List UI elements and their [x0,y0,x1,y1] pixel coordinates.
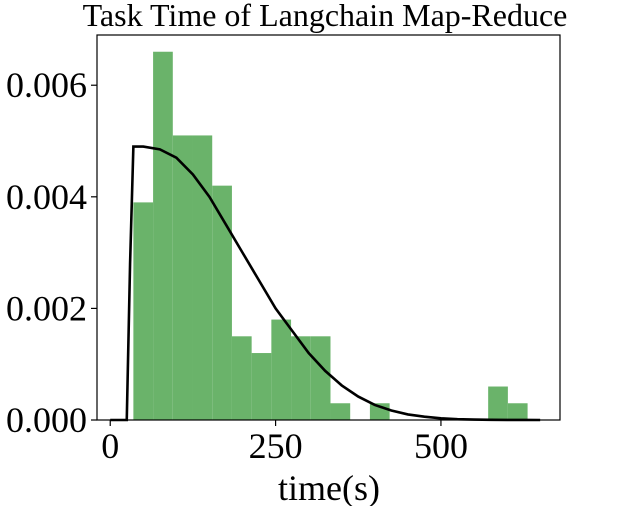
plot-area-frame [96,34,561,421]
histogram-bar [271,319,292,420]
histogram-bar [172,135,193,420]
histogram-bar [231,336,252,420]
histogram-bar [488,386,508,420]
fit-curve-line [110,145,541,422]
histogram-bar [192,135,213,420]
chart-title: Task Time of Langchain Map-Reduce [83,0,568,33]
y-tick-label: 0.006 [6,65,87,105]
histogram-bar [310,336,331,420]
histogram-bar [291,336,311,420]
histogram-bar [212,185,232,420]
histogram-bar [330,403,351,420]
y-tick-label: 0.004 [6,177,87,217]
histogram-bar [507,403,528,420]
histogram-bar [251,353,272,420]
histogram-bar [153,51,173,420]
y-axis-ticks: 0.000 0.002 0.004 0.006 [6,65,97,440]
y-tick-label: 0.002 [6,288,87,328]
histogram-bars [133,51,528,420]
x-tick-label: 500 [414,426,468,466]
x-tick-label: 250 [249,426,303,466]
x-axis-ticks: 0 250 500 [101,420,468,466]
x-tick-label: 0 [101,426,119,466]
histogram-bar [133,202,154,420]
x-axis-label: time(s) [278,468,380,506]
y-tick-label: 0.000 [6,400,87,440]
